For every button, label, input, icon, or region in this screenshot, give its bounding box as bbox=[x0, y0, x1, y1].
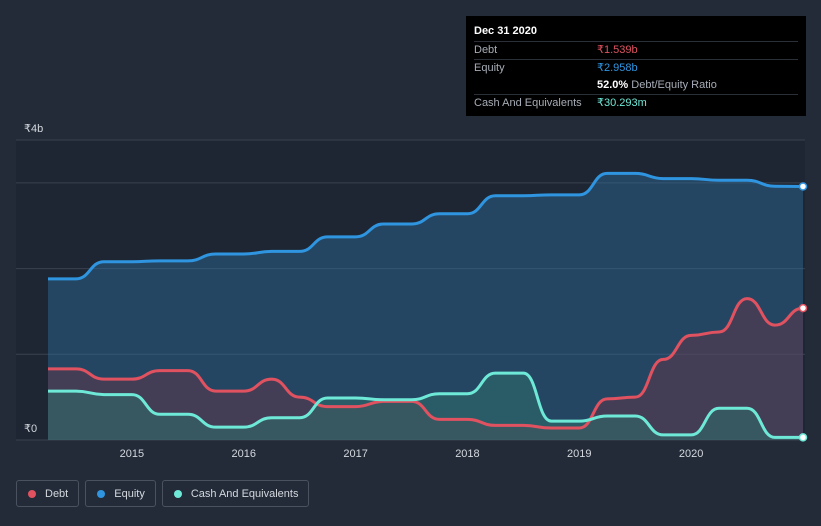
x-tick-label: 2016 bbox=[231, 448, 255, 460]
tooltip-ratio-value: 52.0% bbox=[597, 79, 629, 91]
tooltip-equity-label: Equity bbox=[474, 62, 505, 74]
legend-equity-label: Equity bbox=[114, 487, 145, 500]
cash-line bbox=[48, 371, 804, 439]
x-tick-label: 2019 bbox=[567, 448, 591, 460]
tooltip-equity-value: ₹2.958b bbox=[597, 62, 638, 74]
series-end-markers bbox=[798, 182, 808, 442]
chart-legend: Debt Equity Cash And Equivalents bbox=[16, 480, 310, 507]
series-areas bbox=[48, 173, 803, 440]
legend-equity[interactable]: Equity bbox=[85, 480, 156, 507]
tooltip-debt-value: ₹1.539b bbox=[597, 44, 638, 56]
x-tick-label: 2018 bbox=[455, 448, 479, 460]
tooltip-cash-value: ₹30.293m bbox=[597, 97, 647, 109]
debt-end-marker bbox=[798, 303, 808, 313]
legend-equity-dot bbox=[97, 489, 106, 498]
tooltip-panel: Dec 31 2020 Debt ₹1.539b Equity ₹2.958b … bbox=[466, 16, 806, 116]
x-tick-label: 2015 bbox=[120, 448, 144, 460]
legend-debt-dot bbox=[28, 489, 36, 498]
tooltip-cash-label: Cash And Equivalents bbox=[474, 97, 582, 109]
legend-debt[interactable]: Debt bbox=[16, 480, 80, 507]
tooltip-cash-row: Cash And Equivalents ₹30.293m bbox=[474, 94, 798, 112]
gridlines bbox=[16, 139, 805, 441]
equity-area bbox=[48, 173, 803, 440]
tooltip-ratio-row: 52.0% Debt/Equity Ratio bbox=[474, 77, 798, 94]
legend-cash-dot bbox=[173, 489, 182, 498]
tooltip-debt-label: Debt bbox=[474, 44, 498, 56]
x-tick-label: 2020 bbox=[679, 448, 703, 460]
legend-debt-label: Debt bbox=[45, 487, 69, 500]
legend-cash[interactable]: Cash And Equivalents bbox=[161, 480, 310, 507]
equity-line bbox=[48, 171, 804, 281]
y-axis-top-label: ₹4b bbox=[24, 123, 43, 135]
cash-end-marker bbox=[798, 433, 808, 442]
series-lines bbox=[48, 171, 804, 439]
debt-area bbox=[48, 298, 803, 440]
tooltip-ratio-label: Debt/Equity Ratio bbox=[631, 79, 717, 91]
debt-line bbox=[48, 297, 804, 430]
tooltip-date: Dec 31 2020 bbox=[474, 25, 537, 37]
x-axis-ticks: 2015 2016 2017 2018 2019 2020 bbox=[120, 448, 704, 460]
x-tick-label: 2017 bbox=[343, 448, 367, 460]
plot-highlight bbox=[16, 140, 805, 440]
equity-end-marker bbox=[798, 182, 808, 191]
legend-cash-label: Cash And Equivalents bbox=[190, 487, 299, 500]
cash-area bbox=[48, 373, 803, 440]
y-axis-bottom-label: ₹0 bbox=[24, 423, 37, 435]
tooltip-debt-row: Debt ₹1.539b bbox=[474, 41, 798, 59]
tooltip-equity-row: Equity ₹2.958b bbox=[474, 59, 798, 77]
